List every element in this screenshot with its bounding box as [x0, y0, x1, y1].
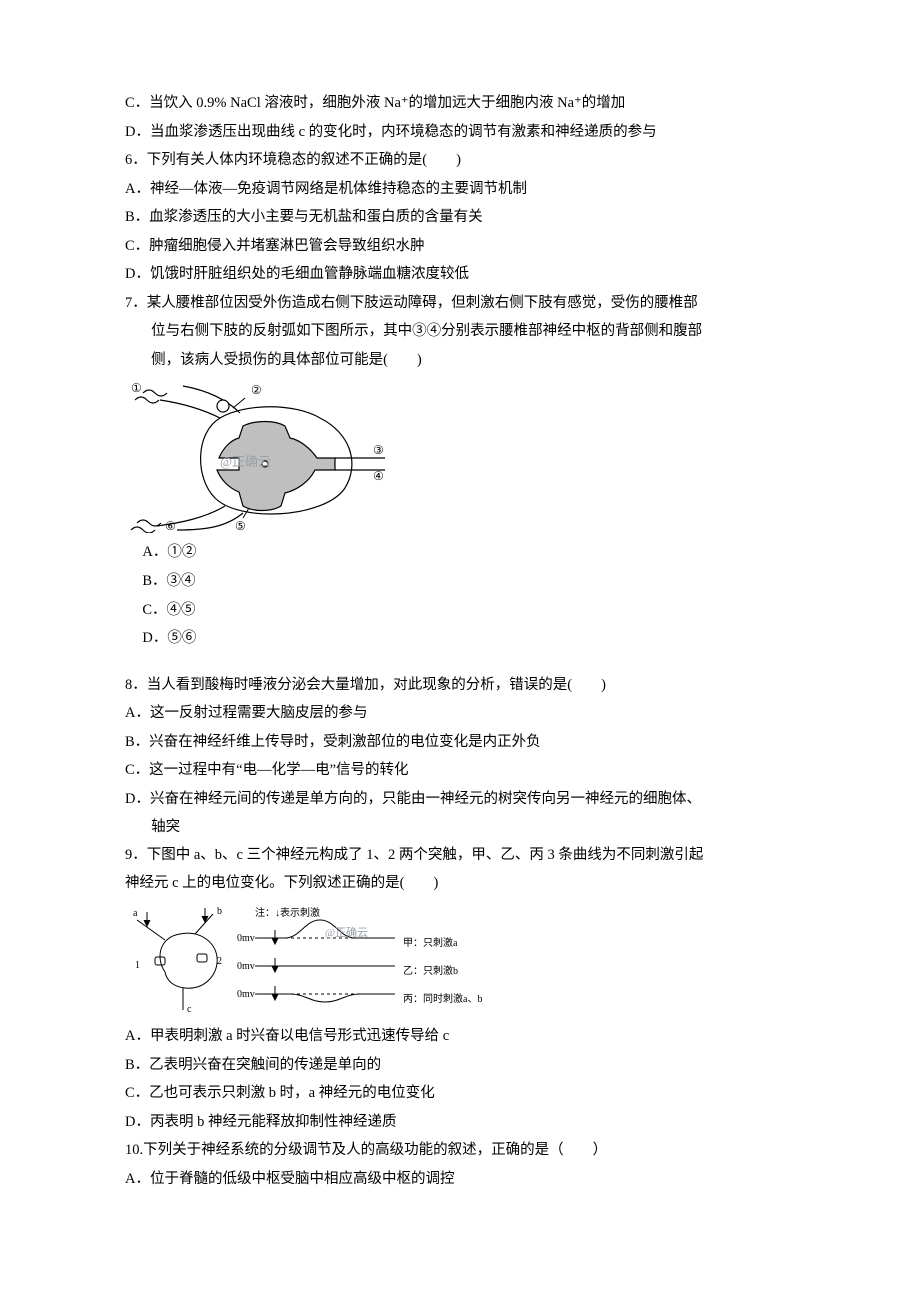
q9-label-a: a — [133, 908, 138, 919]
q9-watermark: @正确云 — [325, 926, 368, 939]
q9-caption-yi: 乙：只刺激b — [403, 964, 458, 977]
q8-stem: 8．当人看到酸梅时唾液分泌会大量增加，对此现象的分析，错误的是( ) — [125, 672, 805, 700]
q7-label-3: ③ — [373, 443, 384, 457]
q10-stem: 10.下列关于神经系统的分级调节及人的高级功能的叙述，正确的是（ ） — [125, 1137, 805, 1165]
q7-option-a: A．①② — [142, 539, 805, 567]
q7-stem-line3: 侧，该病人受损伤的具体部位可能是( ) — [125, 347, 805, 375]
q9-label-2: 2 — [217, 956, 222, 967]
q7-option-d: D．⑤⑥ — [142, 625, 805, 653]
q9-caption-bing: 丙：同时刺激a、b — [403, 992, 482, 1005]
q7-label-1: ① — [131, 381, 142, 395]
q9-label-1: 1 — [135, 960, 140, 971]
q8-option-d-line2: 轴突 — [125, 814, 805, 842]
q9-caption-jia: 甲：只刺激a — [403, 936, 458, 949]
q7-label-5: ⑤ — [235, 519, 246, 533]
q7-stem-line2: 位与右侧下肢的反射弧如下图所示，其中③④分别表示腰椎部神经中枢的背部侧和腹部 — [125, 318, 805, 346]
q7-option-c: C．④⑤ — [142, 597, 805, 625]
q9-omv-1: 0mv — [237, 933, 255, 944]
q10-option-a: A．位于脊髓的低级中枢受脑中相应高级中枢的调控 — [125, 1166, 805, 1194]
q8-option-d-line1: D．兴奋在神经元间的传递是单方向的，只能由一神经元的树突传向另一神经元的细胞体、 — [125, 786, 805, 814]
q9-stem-line1: 9．下图中 a、b、c 三个神经元构成了 1、2 两个突触，甲、乙、丙 3 条曲… — [125, 842, 805, 870]
q6-option-c: C．肿瘤细胞侵入并堵塞淋巴管会导致组织水肿 — [125, 233, 805, 261]
q9-option-c: C．乙也可表示只刺激 b 时，a 神经元的电位变化 — [125, 1080, 805, 1108]
q8-option-a: A．这一反射过程需要大脑皮层的参与 — [125, 700, 805, 728]
q7-option-b: B．③④ — [142, 568, 805, 596]
q7-watermark: @正确云 — [220, 454, 271, 469]
q7-stem-line1: 7．某人腰椎部位因受外伤造成右侧下肢运动障碍，但刺激右侧下肢有感觉，受伤的腰椎部 — [125, 290, 805, 318]
q6-stem: 6．下列有关人体内环境稳态的叙述不正确的是( ) — [125, 147, 805, 175]
q9-label-c: c — [187, 1004, 192, 1015]
q6-option-a: A．神经—体液—免疫调节网络是机体维持稳态的主要调节机制 — [125, 176, 805, 204]
q8-option-c: C．这一过程中有“电—化学—电”信号的转化 — [125, 757, 805, 785]
q7-label-6: ⑥ — [165, 519, 176, 533]
q7-label-4: ④ — [373, 469, 384, 483]
q9-omv-3: 0mv — [237, 989, 255, 1000]
q8-option-b: B．兴奋在神经纤维上传导时，受刺激部位的电位变化是内正外负 — [125, 729, 805, 757]
q6-option-b: B．血浆渗透压的大小主要与无机盐和蛋白质的含量有关 — [125, 204, 805, 232]
q6-option-d: D．饥饿时肝脏组织处的毛细血管静脉端血糖浓度较低 — [125, 261, 805, 289]
q9-label-b: b — [217, 906, 222, 917]
q5-option-d: D．当血浆渗透压出现曲线 c 的变化时，内环境稳态的调节有激素和神经递质的参与 — [125, 119, 805, 147]
q9-option-d: D．丙表明 b 神经元能释放抑制性神经递质 — [125, 1109, 805, 1137]
q9-note: 注：↓表示刺激 — [255, 906, 320, 919]
q9-omv-2: 0mv — [237, 961, 255, 972]
q9-option-a: A．甲表明刺激 a 时兴奋以电信号形式迅速传导给 c — [125, 1023, 805, 1051]
q9-option-b: B．乙表明兴奋在突触间的传递是单向的 — [125, 1052, 805, 1080]
q9-stem-line2: 神经元 c 上的电位变化。下列叙述正确的是( ) — [125, 870, 805, 898]
q7-figure: ① ② ③ ④ ⑤ ⑥ @正确云 — [125, 378, 805, 533]
q9-figure: a b c 1 2 注：↓表示刺激 0mv 0mv 0mv @正确云 甲：只刺激… — [125, 902, 805, 1017]
q7-label-2: ② — [251, 383, 262, 397]
q5-option-c: C．当饮入 0.9% NaCl 溶液时，细胞外液 Na⁺的增加远大于细胞内液 N… — [125, 90, 805, 118]
